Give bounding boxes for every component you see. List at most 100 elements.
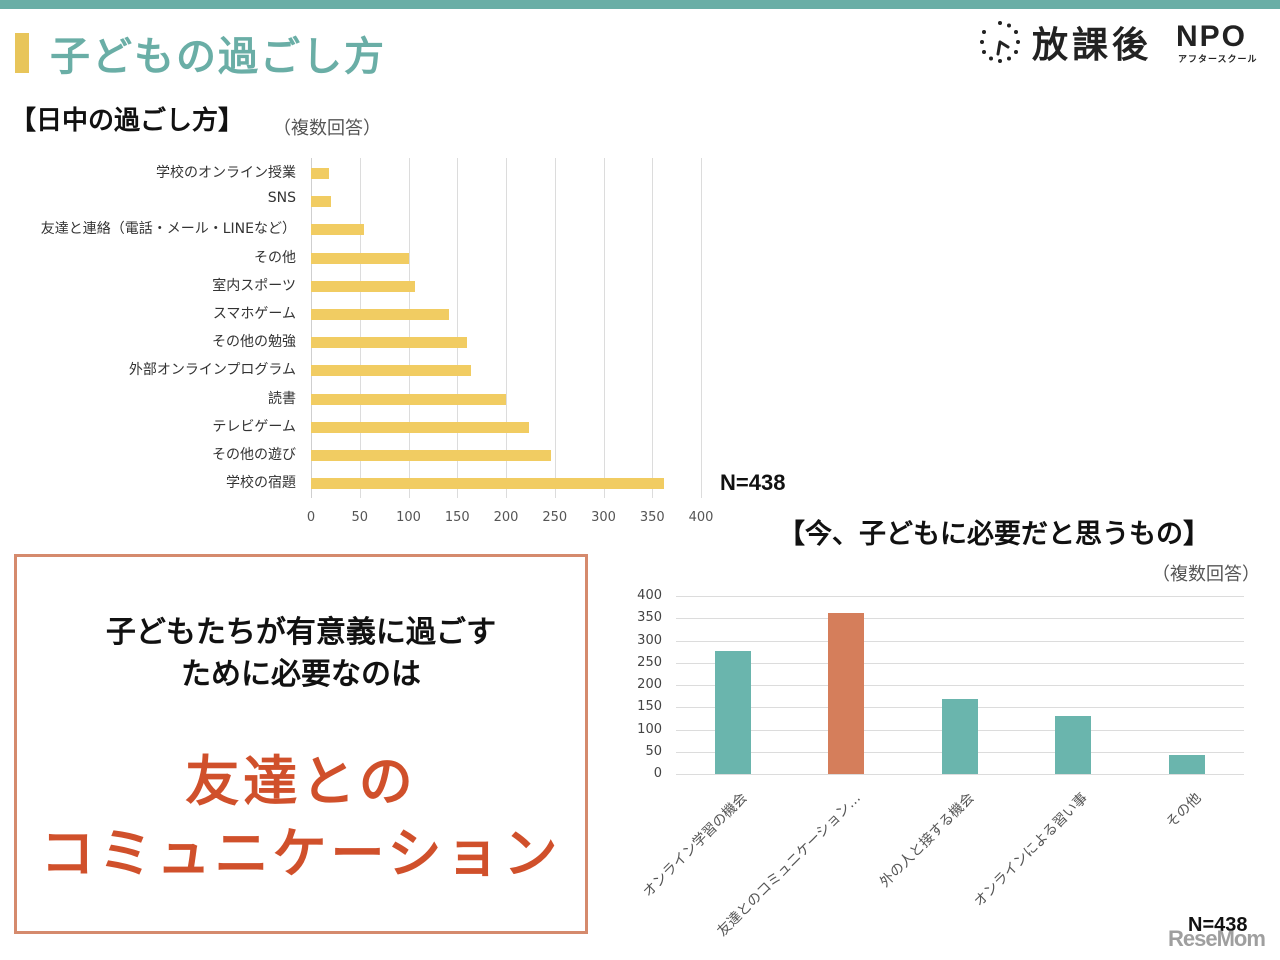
bar: [311, 309, 450, 320]
needs-chart: 0 50 100 150 200 250 300 350 400 オンライン学習の機会 友達とのコミ…: [620, 580, 1260, 940]
y-tick-label: 50: [645, 743, 662, 759]
x-tick-label: 100: [396, 510, 421, 525]
section2-title: 【今、子どもに必要だと思うもの】: [778, 519, 1210, 550]
y-tick-label: 250: [637, 654, 662, 670]
bar: [1055, 716, 1092, 774]
category-label: その他: [1163, 790, 1205, 832]
category-label: オンラインによる習い事: [970, 790, 1091, 911]
x-tick-label: 350: [639, 510, 665, 525]
daytime-activities-chart: 0 50 100 150 200 250 300 350 400 学校のオンライン授業 SNS 友達と…: [0, 150, 800, 540]
section1-title: 【日中の過ごし方】: [10, 106, 245, 136]
y-tick-label: 0: [653, 766, 662, 781]
y-tick-label: 300: [637, 632, 662, 648]
gridline: [408, 158, 410, 498]
category-label: 外部オンラインプログラム: [128, 362, 296, 379]
callout-question-line1: 子どもたちが有意義に過ごす: [105, 615, 497, 650]
y-tick-label: 100: [637, 721, 662, 737]
x-tick-label: 300: [591, 510, 616, 525]
gridline: [506, 158, 507, 498]
category-label: その他の勉強: [212, 334, 296, 351]
bar-row: SNS: [0, 186, 760, 214]
logo: 放課後 NPO アフタースクール: [978, 16, 1268, 66]
gridline: [676, 596, 1244, 597]
gridline: [652, 158, 654, 498]
bar-row: 室内スポーツ: [0, 271, 760, 299]
bar-row: テレビゲーム: [0, 412, 760, 440]
clock-icon: [980, 21, 1020, 63]
gridline: [554, 158, 556, 498]
logo-subtitle: アフタースクール: [1178, 55, 1258, 65]
bar-row: 外部オンラインプログラム: [0, 355, 760, 383]
gridline: [676, 640, 1244, 642]
bar-row: 学校のオンライン授業: [0, 158, 760, 186]
bar: [311, 365, 471, 377]
x-tick-label: 400: [688, 510, 714, 525]
gridline: [676, 662, 1244, 664]
x-tick-label: 0: [306, 510, 316, 525]
watermark: ReseMom: [1168, 926, 1266, 951]
category-label: 友達と連絡（電話・メール・LINEなど）: [40, 221, 296, 238]
category-label: その他: [254, 249, 296, 266]
gridline: [676, 774, 1244, 775]
callout-box: 子どもたちが有意義に過ごす ために必要なのは 友達との コミュニケーション: [14, 554, 588, 934]
callout-answer-line1: 友達との: [185, 750, 417, 813]
category-label: 室内スポーツ: [212, 277, 296, 294]
category-label: 学校のオンライン授業: [156, 165, 296, 181]
y-tick-label: 200: [637, 677, 662, 692]
top-accent-bar: [0, 0, 1280, 9]
section1-note: （複数回答）: [273, 118, 381, 139]
category-label: SNS: [267, 190, 296, 207]
x-tick-label: 200: [493, 510, 519, 525]
category-label: 外の人と接する機会: [876, 790, 978, 891]
bar: [714, 650, 751, 774]
bar-row: 友達と連絡（電話・メール・LINEなど）: [0, 214, 760, 242]
gridline: [676, 685, 1244, 686]
x-tick-label: 150: [444, 510, 470, 525]
bar-row: その他の遊び: [0, 440, 760, 468]
x-tick-label: 250: [542, 510, 568, 525]
bar: [311, 421, 530, 433]
callout-answer-line2: コミュニケーション: [40, 822, 562, 885]
title-accent-marker: [15, 33, 29, 73]
y-axis-line: [311, 158, 312, 498]
bar: [1168, 755, 1205, 774]
category-label: 読書: [268, 390, 296, 407]
sample-size-label: N=438: [720, 470, 786, 495]
x-tick-label: 50: [351, 510, 369, 525]
category-label: 学校の宿題: [226, 475, 296, 492]
callout-question-line2: ために必要なのは: [181, 657, 421, 692]
bar: [311, 224, 364, 236]
gridline: [457, 158, 459, 498]
bar: [311, 196, 331, 208]
bar: [311, 393, 506, 405]
bar: [311, 280, 416, 292]
category-label: その他の遊び: [212, 447, 296, 463]
sample-size-label-2: N=438: [1188, 914, 1248, 936]
category-label: スマホゲーム: [212, 306, 296, 322]
bar-row: 学校の宿題: [0, 468, 760, 496]
bar: [311, 450, 551, 461]
gridline: [701, 158, 702, 498]
y-tick-label: 150: [637, 699, 662, 715]
bar: [311, 252, 410, 264]
category-label: オンライン学習の機会: [639, 790, 751, 901]
bar: [828, 612, 865, 774]
logo-text: 放課後: [1032, 25, 1153, 66]
bar-row: 読書: [0, 384, 760, 412]
y-tick-label: 350: [637, 610, 662, 626]
bar: [311, 168, 329, 179]
section2-note: （複数回答）: [1152, 564, 1260, 585]
bar: [941, 698, 978, 774]
bar-row: その他の勉強: [0, 327, 760, 355]
bar: [311, 478, 664, 490]
gridline: [603, 158, 605, 498]
category-label: テレビゲーム: [212, 418, 296, 435]
bar-row: その他: [0, 243, 760, 271]
y-tick-label: 400: [637, 588, 662, 603]
gridline: [676, 618, 1244, 620]
bar: [311, 337, 467, 349]
gridline: [359, 158, 361, 498]
bar-row: スマホゲーム: [0, 299, 760, 327]
page-title: 子どもの過ごし方: [50, 34, 386, 80]
logo-npo: NPO: [1176, 20, 1248, 53]
